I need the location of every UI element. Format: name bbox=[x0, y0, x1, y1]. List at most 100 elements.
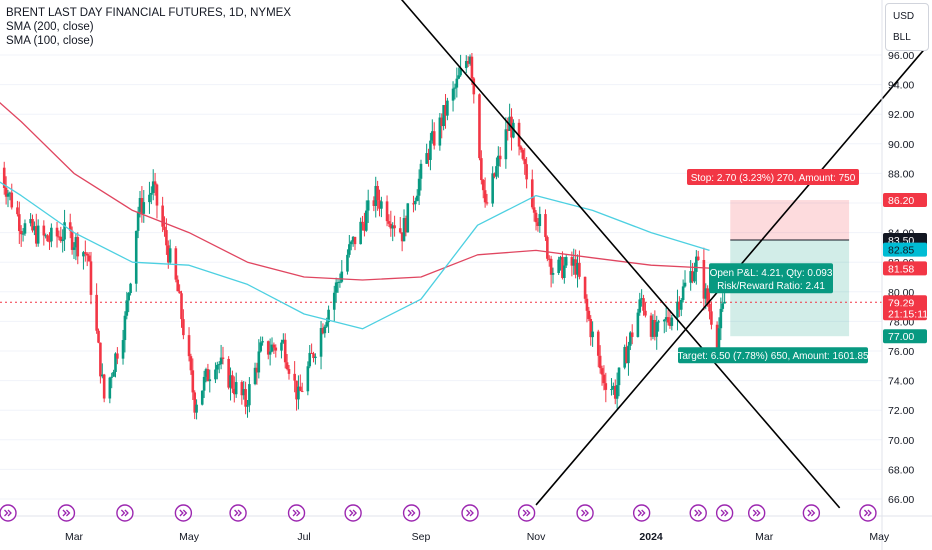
candle-body bbox=[31, 218, 34, 231]
price-tag[interactable]: 77.00 bbox=[883, 329, 927, 344]
event-marker-icon[interactable] bbox=[715, 504, 734, 522]
candle-body bbox=[466, 61, 470, 64]
candle-body bbox=[704, 288, 708, 299]
event-marker-icon[interactable] bbox=[576, 504, 594, 522]
candle-body bbox=[165, 230, 168, 246]
position-labels[interactable]: Stop: 2.70 (3.23%) 270, Amount: 750 Targe… bbox=[677, 169, 869, 364]
candle-body bbox=[70, 230, 74, 250]
candle-body bbox=[140, 198, 144, 214]
candle-body bbox=[415, 195, 419, 201]
candle-body bbox=[366, 200, 370, 211]
event-marker-icon[interactable] bbox=[517, 504, 536, 522]
candle-body bbox=[336, 282, 340, 284]
candle-body bbox=[180, 293, 183, 320]
candle-body bbox=[576, 262, 579, 275]
unit-label[interactable]: BLL bbox=[893, 32, 911, 43]
pnl-label[interactable]: Open P&L: 4.21, Qty: 0.093 Risk/Reward Ra… bbox=[709, 263, 833, 294]
event-marker-icon[interactable] bbox=[57, 504, 76, 522]
candle-body bbox=[97, 330, 100, 343]
candle-body bbox=[670, 317, 674, 326]
candle-body bbox=[306, 366, 310, 392]
stop-label[interactable]: Stop: 2.70 (3.23%) 270, Amount: 750 bbox=[687, 169, 859, 186]
candle-body bbox=[219, 357, 223, 365]
event-marker-chevron bbox=[234, 509, 242, 517]
candle-body bbox=[578, 262, 581, 277]
candle-body bbox=[19, 231, 23, 235]
event-marker-icon[interactable] bbox=[689, 504, 707, 522]
event-marker-icon[interactable] bbox=[747, 504, 766, 522]
candle-body bbox=[59, 236, 63, 242]
candle-body bbox=[163, 226, 166, 231]
event-marker-icon[interactable] bbox=[461, 504, 479, 522]
candle-body bbox=[148, 194, 151, 203]
candle-body bbox=[431, 131, 434, 141]
candle-body bbox=[644, 310, 647, 316]
candle-body bbox=[400, 232, 404, 242]
event-marker-icon[interactable] bbox=[174, 504, 193, 522]
event-marker-icon[interactable] bbox=[802, 504, 821, 522]
stop-zone[interactable] bbox=[730, 200, 850, 240]
candle-body bbox=[627, 345, 630, 364]
candle-body bbox=[240, 382, 244, 396]
candle-body bbox=[84, 252, 87, 254]
event-marker-chevron bbox=[466, 509, 474, 517]
candle-body bbox=[649, 315, 653, 337]
candle-body bbox=[613, 385, 617, 399]
candle-body bbox=[455, 78, 459, 88]
target-label[interactable]: Target: 6.50 (7.78%) 650, Amount: 1601.8… bbox=[677, 347, 869, 364]
event-marker-icon[interactable] bbox=[116, 504, 134, 522]
units-selector[interactable]: USD BLL bbox=[885, 3, 929, 51]
event-marker-icon[interactable] bbox=[0, 504, 17, 522]
candle-body bbox=[547, 258, 551, 260]
candle-body bbox=[525, 164, 528, 180]
price-tag[interactable]: 21:15:11 bbox=[883, 306, 928, 321]
candle-body bbox=[280, 342, 283, 351]
candle-body bbox=[683, 282, 687, 287]
candle-body bbox=[208, 379, 212, 382]
candle-body bbox=[538, 214, 542, 226]
price-tick-label: 76.00 bbox=[888, 346, 914, 358]
price-tag[interactable]: 86.20 bbox=[883, 193, 927, 208]
candle-body bbox=[561, 256, 564, 278]
candle-body bbox=[629, 332, 632, 346]
price-tag[interactable]: 81.58 bbox=[883, 261, 927, 276]
candle-body bbox=[444, 105, 447, 116]
trendline-descending[interactable] bbox=[398, 0, 841, 509]
candle-body bbox=[719, 308, 723, 329]
candle-body bbox=[312, 353, 315, 359]
candle-body bbox=[602, 374, 606, 384]
price-axis[interactable]: 66.0068.0070.0072.0074.0076.0078.0080.00… bbox=[881, 0, 928, 550]
candle-body bbox=[491, 173, 494, 204]
price-tag[interactable]: 82.85 bbox=[883, 242, 927, 257]
price-tick-label: 96.00 bbox=[888, 50, 914, 62]
event-markers[interactable] bbox=[0, 504, 877, 522]
price-tag-bg bbox=[883, 295, 927, 310]
candle-body bbox=[10, 192, 14, 208]
candle-body bbox=[293, 373, 296, 381]
event-marker-icon[interactable] bbox=[344, 504, 362, 522]
event-marker-icon[interactable] bbox=[402, 504, 421, 522]
candle-body bbox=[676, 301, 679, 318]
candle-body bbox=[21, 233, 25, 235]
candle-body bbox=[361, 221, 364, 224]
price-tag-text: 81.58 bbox=[888, 263, 914, 275]
candle-body bbox=[204, 369, 208, 377]
candle-body bbox=[266, 341, 270, 355]
event-marker-icon[interactable] bbox=[859, 504, 877, 522]
candle-body bbox=[402, 218, 406, 242]
sma-100-label[interactable]: SMA (100, close) bbox=[6, 35, 94, 47]
event-marker-icon[interactable] bbox=[229, 504, 247, 522]
candle-body bbox=[270, 344, 274, 352]
currency-label[interactable]: USD bbox=[893, 11, 915, 22]
candle-body bbox=[625, 346, 628, 364]
symbol-title[interactable]: BRENT LAST DAY FINANCIAL FUTURES, 1D, NY… bbox=[6, 7, 292, 19]
event-marker-chevron bbox=[522, 509, 531, 517]
candle-body bbox=[702, 259, 706, 299]
event-marker-icon[interactable] bbox=[287, 504, 306, 522]
sma-200-label[interactable]: SMA (200, close) bbox=[6, 21, 94, 33]
event-marker-icon[interactable] bbox=[632, 504, 651, 522]
candle-body bbox=[187, 335, 191, 357]
candle-body bbox=[314, 356, 317, 359]
candle-body bbox=[193, 392, 196, 413]
